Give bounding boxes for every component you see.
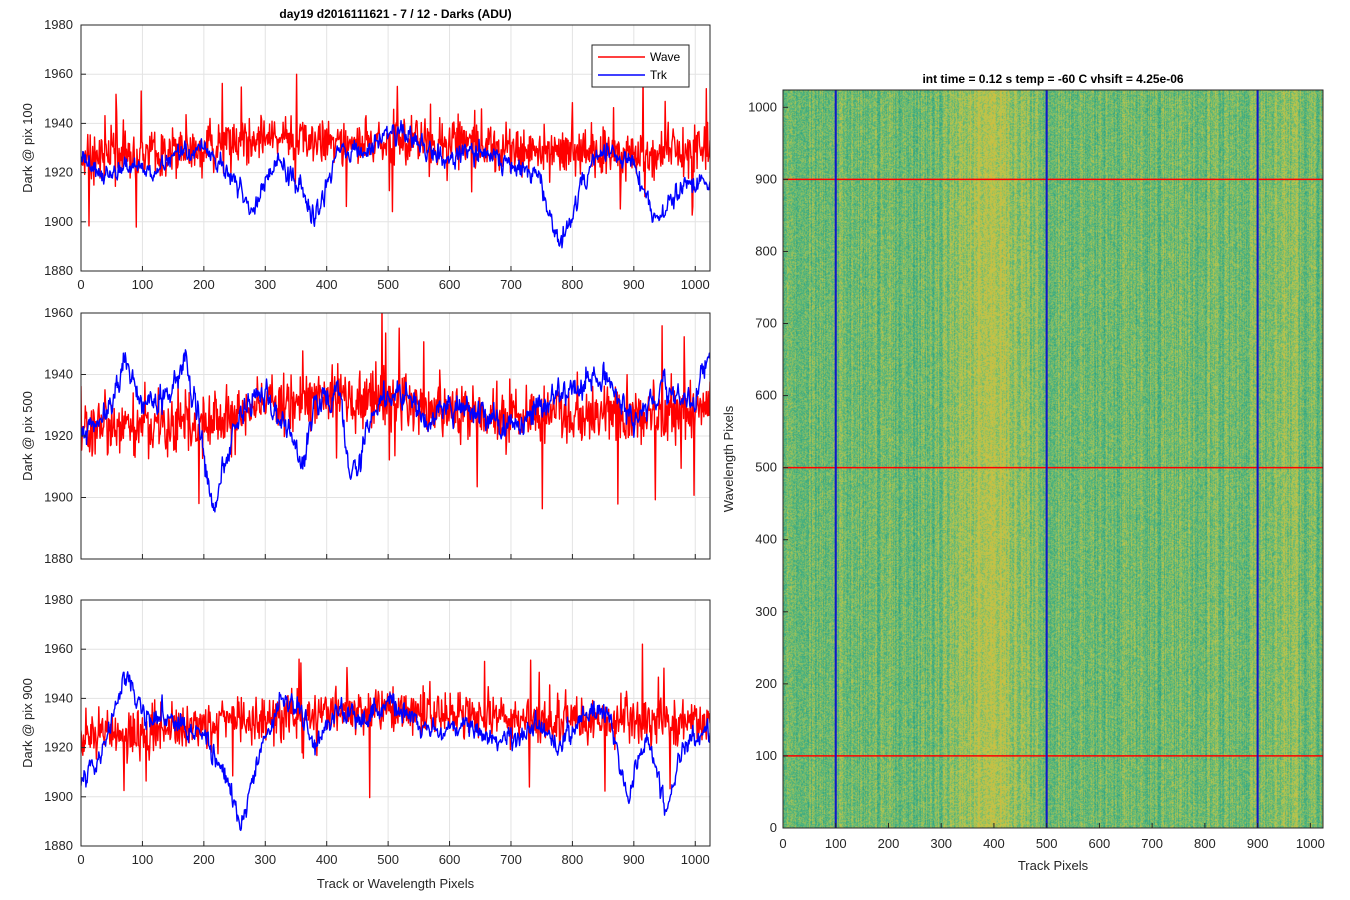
heatmap-y-tick-label: 900 [755, 171, 777, 186]
y-tick-label: 1880 [44, 838, 73, 853]
x-tick-label: 0 [77, 277, 84, 292]
heatmap-y-tick-label: 100 [755, 748, 777, 763]
y-axis-label-pix-100: Dark @ pix 100 [20, 103, 35, 193]
y-tick-label: 1960 [44, 66, 73, 81]
x-tick-label: 100 [132, 277, 154, 292]
y-tick-label: 1940 [44, 367, 73, 382]
x-tick-label: 1000 [681, 852, 710, 867]
legend-label-trk: Trk [650, 68, 668, 82]
x-tick-label: 600 [439, 852, 461, 867]
x-tick-label: 1000 [681, 277, 710, 292]
axes-box-pix-900 [80, 599, 711, 847]
heatmap-y-tick-label: 500 [755, 460, 777, 475]
x-tick-label: 700 [500, 852, 522, 867]
heatmap-plot: 0 100 200 300 400 500 600 700 800 900 1000 0 100 200 3… [721, 72, 1325, 873]
heatmap-x-tick-label: 700 [1141, 836, 1163, 851]
heatmap-axes-box [782, 89, 1324, 829]
x-tick-label: 700 [500, 277, 522, 292]
x-tick-label: 400 [316, 852, 338, 867]
x-tick-label: 300 [254, 277, 276, 292]
series-group-pix-100 [81, 71, 710, 249]
x-tick-label: 500 [377, 852, 399, 867]
series-group-pix-900 [81, 643, 710, 832]
heatmap-y-tick-label: 400 [755, 532, 777, 547]
x-tick-label: 900 [623, 852, 645, 867]
heatmap-y-tick-label: 600 [755, 388, 777, 403]
ticks-pix-900: 0 100 200 300 400 500 600 700 800 900 1000 1880 1900… [44, 592, 710, 867]
ticks-pix-500: 1880 1900 1920 1940 1960 [44, 305, 696, 566]
series-line-trk [81, 349, 710, 513]
x-tick-label: 800 [562, 852, 584, 867]
heatmap-x-tick-label: 1000 [1296, 836, 1325, 851]
y-tick-label: 1900 [44, 490, 73, 505]
heatmap-title: int time = 0.12 s temp = -60 C vhsift = … [922, 72, 1183, 86]
chart-title: day19 d2016111621 - 7 / 12 - Darks (ADU) [279, 7, 511, 21]
ticks-pix-100: 0 100 200 300 400 500 600 700 800 900 1000 1880 1900… [44, 17, 710, 292]
y-tick-label: 1880 [44, 551, 73, 566]
y-tick-label: 1940 [44, 690, 73, 705]
y-tick-label: 1960 [44, 641, 73, 656]
axes-box-pix-100 [80, 24, 711, 272]
y-axis-label-pix-500: Dark @ pix 500 [20, 391, 35, 481]
y-tick-label: 1960 [44, 305, 73, 320]
heatmap-y-tick-label: 700 [755, 316, 777, 331]
x-tick-label: 300 [254, 852, 276, 867]
plot-pix-500: 1880 1900 1920 1940 1960 Dark @ pix 500 [20, 305, 711, 566]
heatmap-x-tick-label: 900 [1247, 836, 1269, 851]
heatmap-y-tick-label: 200 [755, 676, 777, 691]
heatmap-marker-lines [783, 90, 1323, 828]
heatmap-y-tick-label: 1000 [748, 99, 777, 114]
series-line-trk [81, 120, 710, 249]
heatmap-x-tick-label: 0 [779, 836, 786, 851]
x-axis-label-bottom: Track or Wavelength Pixels [317, 876, 475, 891]
heatmap-x-tick-label: 100 [825, 836, 847, 851]
series-line-trk [81, 671, 710, 832]
y-tick-label: 1880 [44, 263, 73, 278]
x-tick-label: 600 [439, 277, 461, 292]
series-group-pix-500 [81, 313, 710, 513]
heatmap-x-tick-label: 400 [983, 836, 1005, 851]
y-tick-label: 1920 [44, 428, 73, 443]
heatmap-x-tick-label: 500 [1036, 836, 1058, 851]
plot-pix-100: 0 100 200 300 400 500 600 700 800 900 1000 1880 1900… [20, 7, 711, 292]
y-tick-label: 1900 [44, 789, 73, 804]
x-tick-label: 500 [377, 277, 399, 292]
heatmap-y-axis-label: Wavelength Pixels [721, 405, 736, 512]
series-line-wave [81, 313, 710, 510]
y-tick-label: 1920 [44, 165, 73, 180]
y-tick-label: 1920 [44, 740, 73, 755]
x-tick-label: 0 [77, 852, 84, 867]
heatmap-x-tick-label: 300 [930, 836, 952, 851]
y-tick-label: 1900 [44, 214, 73, 229]
x-tick-label: 400 [316, 277, 338, 292]
legend-label-wave: Wave [650, 50, 681, 64]
x-tick-label: 200 [193, 277, 215, 292]
heatmap-image [783, 90, 1323, 828]
heatmap-x-tick-label: 800 [1194, 836, 1216, 851]
x-tick-label: 100 [132, 852, 154, 867]
legend: Wave Trk [591, 44, 690, 88]
series-line-wave [81, 643, 710, 799]
y-tick-label: 1940 [44, 115, 73, 130]
y-tick-label: 1980 [44, 592, 73, 607]
heatmap-y-tick-label: 0 [770, 820, 777, 835]
x-tick-label: 800 [562, 277, 584, 292]
heatmap-image-holder [783, 90, 1323, 828]
heatmap-x-tick-label: 600 [1089, 836, 1111, 851]
y-axis-label-pix-900: Dark @ pix 900 [20, 678, 35, 768]
x-tick-label: 200 [193, 852, 215, 867]
legend-box [591, 44, 690, 88]
heatmap-ticks: 0 100 200 300 400 500 600 700 800 900 1000 0 100 200 3… [748, 99, 1325, 851]
heatmap-x-tick-label: 200 [878, 836, 900, 851]
heatmap-y-tick-label: 300 [755, 604, 777, 619]
x-tick-label: 900 [623, 277, 645, 292]
heatmap-x-axis-label: Track Pixels [1018, 858, 1089, 873]
heatmap-y-tick-label: 800 [755, 243, 777, 258]
y-tick-label: 1980 [44, 17, 73, 32]
plot-pix-900: 0 100 200 300 400 500 600 700 800 900 1000 1880 1900… [20, 592, 711, 891]
